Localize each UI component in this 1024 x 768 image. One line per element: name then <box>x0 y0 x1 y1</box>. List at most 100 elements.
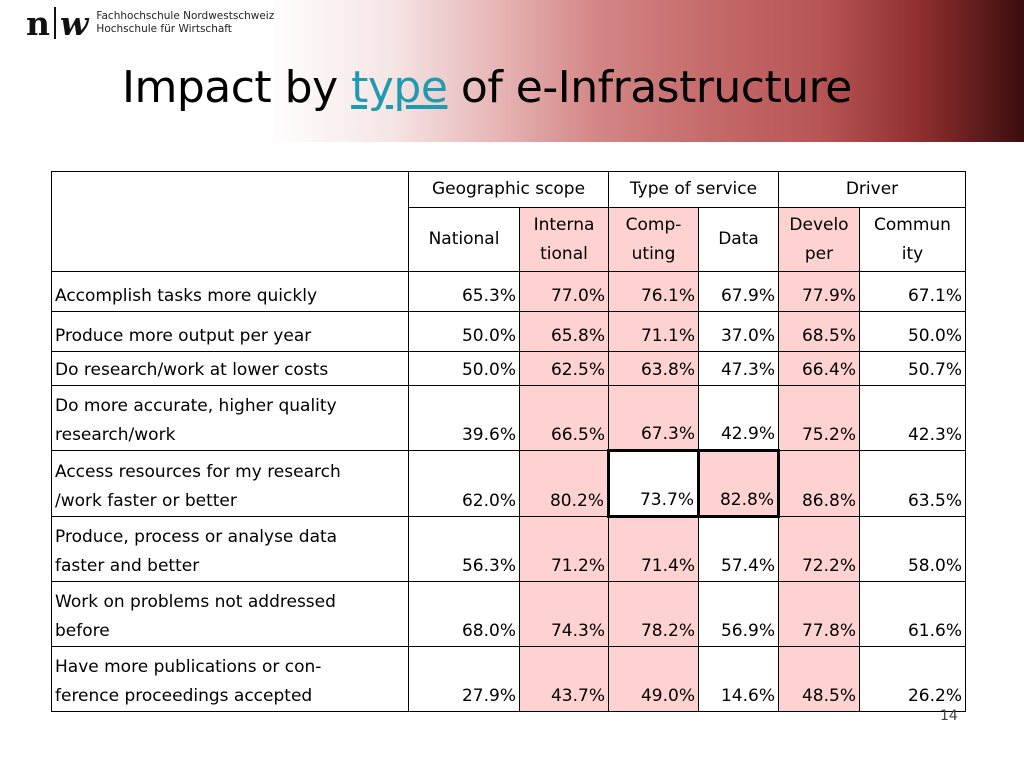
value-cell: 42.3% <box>859 385 966 451</box>
col-header-computing: Comp-uting <box>608 207 699 272</box>
value-cell: 56.9% <box>698 581 779 647</box>
value-cell: 67.1% <box>859 271 966 312</box>
col-header-line: uting <box>631 243 676 264</box>
value-cell: 14.6% <box>698 646 779 712</box>
col-header-line: Commun <box>874 214 951 235</box>
col-header-line: ity <box>901 243 924 264</box>
table-row: Have more publications or con-ference pr… <box>51 646 966 712</box>
value-cell: 27.9% <box>408 646 520 712</box>
value-cell: 65.3% <box>408 271 520 312</box>
header-gradient-band <box>0 0 1024 142</box>
value-cell: 73.7% <box>607 449 700 518</box>
value-cell: 66.5% <box>519 385 609 451</box>
value-cell: 26.2% <box>859 646 966 712</box>
row-label-line: Accomplish tasks more quickly <box>55 286 318 306</box>
logo-line-2: Hochschule für Wirtschaft <box>96 23 232 35</box>
table-row: Produce, process or analyse data faster a… <box>51 516 966 582</box>
col-header-international: Interna tional <box>519 207 609 272</box>
row-label-line: Do more accurate, higher quality <box>55 396 337 416</box>
row-label: Work on problems not addressed before <box>51 581 409 647</box>
row-label: Do more accurate, higher quality research… <box>51 385 409 451</box>
col-header-national: National <box>408 207 520 272</box>
title-link-type[interactable]: type <box>351 62 448 113</box>
logo-mark-n: n <box>26 3 50 43</box>
table-row: Work on problems not addressed before 68.… <box>51 581 966 647</box>
col-header-developer: Develo per <box>778 207 860 272</box>
value-cell: 78.2% <box>608 581 699 647</box>
row-label-line: Produce more output per year <box>55 326 312 346</box>
value-cell: 50.0% <box>408 311 520 352</box>
table-row: Access resources for my research/work fa… <box>51 449 966 518</box>
value-cell: 47.3% <box>698 351 779 386</box>
value-cell: 49.0% <box>608 646 699 712</box>
value-cell: 66.4% <box>778 351 860 386</box>
table-row: Do research/work at lower costs 50.0% 62… <box>51 351 966 386</box>
logo-divider-bar <box>54 7 56 39</box>
value-cell: 77.9% <box>778 271 860 312</box>
table-row: Produce more output per year 50.0% 65.8%… <box>51 311 966 352</box>
value-cell: 37.0% <box>698 311 779 352</box>
row-label-line: Have more publications or con- <box>55 657 322 677</box>
value-cell: 72.2% <box>778 516 860 582</box>
col-header-line: National <box>428 229 500 249</box>
row-label-line: Work on problems not addressed <box>55 592 336 612</box>
col-header-line: Comp- <box>625 214 682 235</box>
page-number: 14 <box>940 708 958 724</box>
value-cell: 50.7% <box>859 351 966 386</box>
col-header-community: Commun ity <box>859 207 966 272</box>
row-label: Have more publications or con-ference pr… <box>51 646 409 712</box>
title-prefix: Impact by <box>122 62 352 113</box>
value-cell: 50.0% <box>408 351 520 386</box>
value-cell: 71.1% <box>608 311 699 352</box>
value-cell: 48.5% <box>778 646 860 712</box>
value-cell: 86.8% <box>778 450 860 517</box>
value-cell: 62.5% <box>519 351 609 386</box>
col-header-line: Data <box>718 229 759 249</box>
slide-title: Impact by type of e-Infrastructure <box>122 58 852 118</box>
title-suffix: of e-Infrastructure <box>447 62 852 113</box>
table-row: Accomplish tasks more quickly 65.3% 77.0… <box>51 271 966 312</box>
col-header-line: tional <box>540 243 588 264</box>
row-label-line: research/work <box>55 425 176 445</box>
col-header-line: per <box>804 243 834 264</box>
value-cell: 80.2% <box>519 450 609 517</box>
value-cell: 63.5% <box>859 450 966 517</box>
value-cell: 39.6% <box>408 385 520 451</box>
value-cell: 74.3% <box>519 581 609 647</box>
group-geographic-scope: Geographic scope <box>408 171 609 208</box>
row-label: Do research/work at lower costs <box>51 351 409 386</box>
value-cell: 68.0% <box>408 581 520 647</box>
value-cell: 65.8% <box>519 311 609 352</box>
row-label-line: before <box>55 621 110 641</box>
value-cell: 67.3% <box>608 385 699 451</box>
value-cell: 77.0% <box>519 271 609 312</box>
row-label: Access resources for my research/work fa… <box>51 450 409 517</box>
row-label-line: /work faster or better <box>55 491 237 511</box>
value-cell: 77.8% <box>778 581 860 647</box>
row-label: Accomplish tasks more quickly <box>51 271 409 312</box>
value-cell: 42.9% <box>698 385 779 451</box>
value-cell: 43.7% <box>519 646 609 712</box>
table-corner-cell <box>51 171 409 272</box>
logo-text: Fachhochschule Nordwestschweiz Hochschul… <box>96 10 274 36</box>
value-cell: 63.8% <box>608 351 699 386</box>
value-cell: 75.2% <box>778 385 860 451</box>
col-header-line: Develo <box>789 214 849 235</box>
value-cell: 58.0% <box>859 516 966 582</box>
value-cell: 67.9% <box>698 271 779 312</box>
value-cell: 82.8% <box>697 449 780 518</box>
group-driver: Driver <box>778 171 966 208</box>
row-label: Produce more output per year <box>51 311 409 352</box>
row-label: Produce, process or analyse data faster a… <box>51 516 409 582</box>
value-cell: 57.4% <box>698 516 779 582</box>
logo-line-1: Fachhochschule Nordwestschweiz <box>96 10 275 22</box>
row-label-line: Do research/work at lower costs <box>55 360 329 380</box>
impact-table: Geographic scope Type of service Driver … <box>51 171 966 712</box>
group-type-of-service: Type of service <box>608 171 779 208</box>
value-cell: 62.0% <box>408 450 520 517</box>
row-label-line: faster and better <box>55 556 200 576</box>
row-label-line: Produce, process or analyse data <box>55 527 338 547</box>
value-cell: 68.5% <box>778 311 860 352</box>
